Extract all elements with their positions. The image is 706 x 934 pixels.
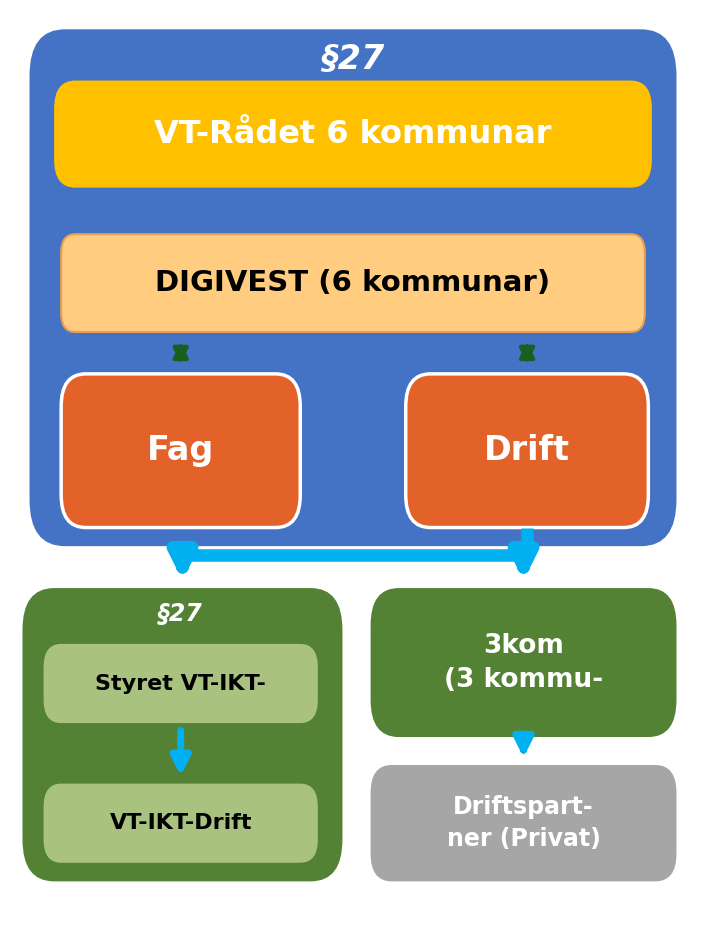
FancyBboxPatch shape xyxy=(61,234,645,332)
Text: VT-IKT-Drift: VT-IKT-Drift xyxy=(109,814,252,833)
FancyBboxPatch shape xyxy=(30,29,676,546)
FancyBboxPatch shape xyxy=(406,374,648,528)
Text: §27: §27 xyxy=(158,602,203,626)
Text: DIGIVEST (6 kommunar): DIGIVEST (6 kommunar) xyxy=(155,269,551,297)
Text: §27: §27 xyxy=(321,43,385,77)
Text: Driftspart-
ner (Privat): Driftspart- ner (Privat) xyxy=(447,796,601,851)
FancyBboxPatch shape xyxy=(44,784,318,863)
FancyBboxPatch shape xyxy=(61,374,300,528)
Text: Drift: Drift xyxy=(484,434,570,467)
Text: VT-Rådet 6 kommunar: VT-Rådet 6 kommunar xyxy=(154,119,552,149)
Text: Fag: Fag xyxy=(147,434,215,467)
FancyBboxPatch shape xyxy=(44,644,318,723)
Text: Styret VT-IKT-: Styret VT-IKT- xyxy=(95,673,266,694)
FancyBboxPatch shape xyxy=(371,588,676,737)
FancyBboxPatch shape xyxy=(54,80,652,188)
FancyBboxPatch shape xyxy=(23,588,342,882)
FancyBboxPatch shape xyxy=(371,765,676,882)
Text: 3kom
(3 kommu-: 3kom (3 kommu- xyxy=(444,632,603,692)
